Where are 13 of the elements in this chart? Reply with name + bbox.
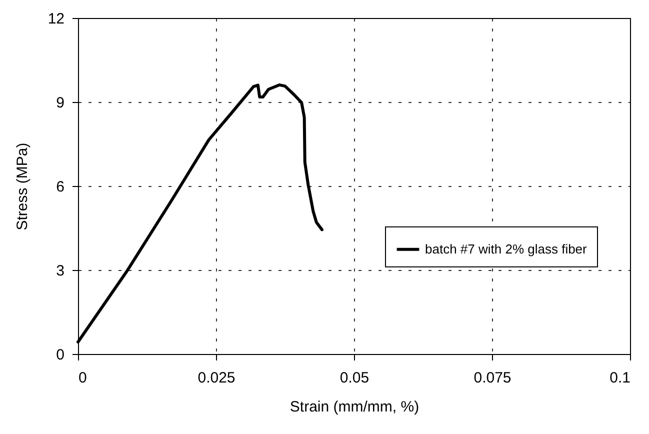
y-axis-title: Stress (MPa) [14, 142, 31, 230]
x-tick-label: 0.025 [198, 370, 236, 386]
y-tick-label: 6 [56, 178, 64, 196]
x-tick-label: 0.05 [340, 370, 370, 386]
y-tick-label: 3 [56, 262, 64, 280]
x-tick-label: 0.075 [474, 370, 512, 386]
x-axis-title: Strain (mm/mm, %) [290, 398, 420, 416]
y-tick-label: 9 [56, 94, 64, 112]
x-tick-label: 0.1 [610, 370, 630, 386]
y-tick-label: 12 [48, 10, 64, 28]
x-tick-label: 0 [78, 370, 87, 386]
legend-label: batch #7 with 2% glass fiber [425, 241, 588, 256]
y-tick-label: 0 [56, 346, 64, 364]
